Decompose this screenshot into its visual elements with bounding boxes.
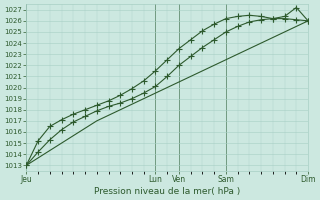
X-axis label: Pression niveau de la mer( hPa ): Pression niveau de la mer( hPa ) <box>94 187 240 196</box>
